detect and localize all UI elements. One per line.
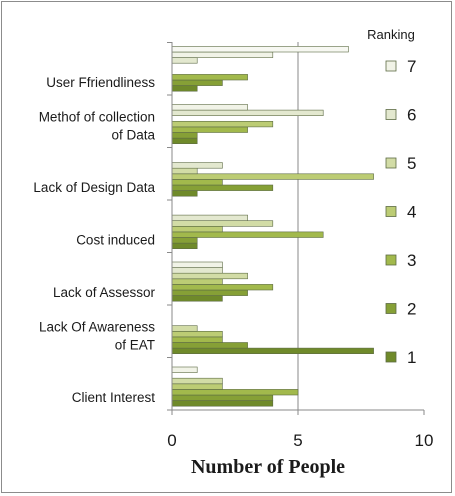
bar-3-series-1 [171,295,223,302]
bar-1-series-3 [171,389,299,396]
legend-swatch-6 [385,109,397,120]
x-tick-label-5: 5 [293,431,302,450]
category-label-7: User Ffriendliness [46,75,155,90]
bar-7-series-1 [171,85,198,92]
bar-7-series-3 [171,74,248,81]
legend-swatch-4 [385,206,397,217]
x-axis-title: Number of People [191,456,345,478]
category-label-4: Cost induced [76,233,155,248]
bar-7-series-8 [171,46,349,53]
bar-3-series-6 [171,267,223,274]
x-tick-label-0: 0 [167,431,176,450]
bar-4-series-2 [171,237,198,244]
category-label-2-line-1: Lack Of Awareness [39,320,155,335]
legend-label-6: 6 [407,106,416,125]
bar-6-series-3 [171,126,248,133]
bar-2-series-5 [171,325,198,332]
bar-5-series-4 [171,173,374,180]
bar-5-series-5 [171,167,198,175]
bar-3-series-3 [171,284,274,291]
bar-5-series-1 [171,190,198,197]
category-label-3: Lack of Assessor [53,285,156,300]
legend-swatch-3 [385,254,397,266]
bar-3-series-7 [171,261,223,268]
bar-2-series-4 [171,330,223,338]
legend-swatch-2 [385,303,397,314]
bar-2-series-1 [171,347,374,355]
bar-6-series-4 [171,121,274,128]
legend-label-3: 3 [407,251,416,270]
bar-7-series-7 [171,51,274,58]
bar-2-series-3 [171,336,223,343]
bar-7-series-2 [171,79,223,86]
x-tick-label-10: 10 [415,431,434,450]
bar-1-series-1 [171,400,274,407]
bar-1-series-5 [171,377,223,385]
bar-3-series-2 [171,289,248,296]
bar-6-series-2 [171,132,198,139]
bar-6-series-6 [171,109,324,116]
legend-swatch-1 [385,351,397,363]
category-label-5: Lack of Design Data [33,180,155,195]
bar-4-series-6 [171,214,248,222]
legend-swatch-5 [385,157,397,169]
legend-label-5: 5 [407,154,416,173]
bar-5-series-3 [171,179,223,186]
legend-swatch-7 [385,60,397,72]
category-label-2-line-2: of EAT [115,338,155,353]
legend-label-2: 2 [407,300,416,319]
legend-title: Ranking [367,27,415,42]
bar-4-series-4 [171,226,223,233]
bar-5-series-2 [171,184,274,191]
bar-6-series-7 [171,104,248,111]
category-label-6-line-1: Methof of collection [39,110,155,125]
bar-2-series-2 [171,342,248,349]
bar-7-series-6 [171,57,198,64]
bar-1-series-4 [171,383,223,390]
bar-3-series-5 [171,272,248,280]
category-label-6-line-2: of Data [111,128,155,143]
bar-4-series-5 [171,220,274,227]
legend-label-7: 7 [407,57,416,76]
legend-label-4: 4 [407,203,416,222]
legend-label-1: 1 [407,348,416,367]
bar-1-series-7 [171,366,198,373]
bar-4-series-3 [171,231,324,238]
bar-5-series-6 [171,162,223,169]
bar-1-series-2 [171,394,274,401]
category-label-1: Client Interest [72,390,156,405]
bar-4-series-1 [171,242,198,250]
bar-6-series-1 [171,137,198,145]
bar-3-series-4 [171,278,223,285]
